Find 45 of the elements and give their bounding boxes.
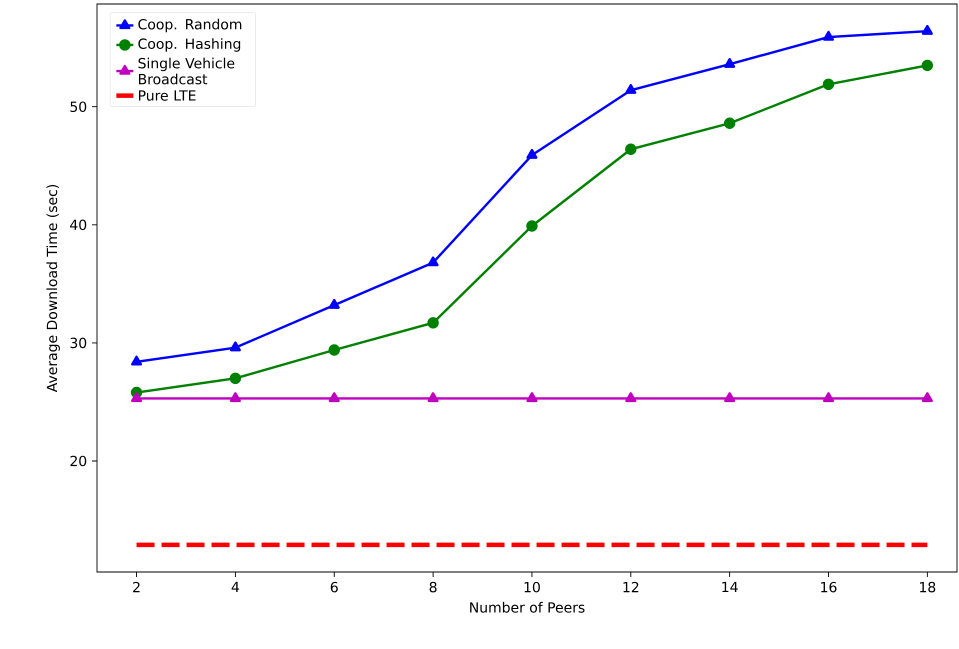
legend-label: Single Vehicle Broadcast xyxy=(138,58,234,84)
legend-label: Coop. Random xyxy=(138,18,242,32)
point xyxy=(922,60,934,72)
point xyxy=(724,118,736,129)
y-tick-label: 30 xyxy=(70,338,86,348)
x-tick-label: 8 xyxy=(430,582,437,592)
point xyxy=(428,256,439,266)
point xyxy=(822,78,834,90)
point xyxy=(822,30,834,41)
point xyxy=(625,144,636,155)
point xyxy=(131,392,142,402)
point xyxy=(526,392,538,402)
y-axis-title: Average Download Time (sec) xyxy=(46,184,60,392)
point xyxy=(230,341,241,352)
x-tick-label: 6 xyxy=(330,582,338,592)
point xyxy=(230,392,241,402)
point xyxy=(328,344,340,356)
x-tick-label: 18 xyxy=(920,582,936,592)
y-tick-label: 40 xyxy=(70,220,86,230)
point xyxy=(328,298,340,309)
point xyxy=(230,372,242,384)
point xyxy=(526,220,538,232)
point xyxy=(427,317,439,329)
point xyxy=(625,84,636,94)
point xyxy=(625,392,636,402)
point xyxy=(922,392,933,402)
point xyxy=(428,392,439,402)
legend-label: Pure LTE xyxy=(138,90,196,101)
point xyxy=(328,392,340,402)
y-tick-label: 50 xyxy=(70,101,86,112)
x-tick-label: 4 xyxy=(232,582,240,592)
y-tick-label: 20 xyxy=(70,456,86,466)
x-axis-title: Number of Peers xyxy=(470,602,585,613)
x-tick-label: 12 xyxy=(623,582,638,592)
point xyxy=(724,392,736,402)
point xyxy=(822,392,834,402)
legend-label: Coop. Hashing xyxy=(138,38,240,52)
x-tick-label: 14 xyxy=(722,582,738,592)
point xyxy=(131,356,142,366)
point xyxy=(922,24,933,35)
x-tick-label: 10 xyxy=(524,582,540,592)
point xyxy=(724,58,736,68)
x-tick-label: 16 xyxy=(821,582,836,592)
x-tick-label: 2 xyxy=(133,582,140,592)
point xyxy=(526,148,538,159)
